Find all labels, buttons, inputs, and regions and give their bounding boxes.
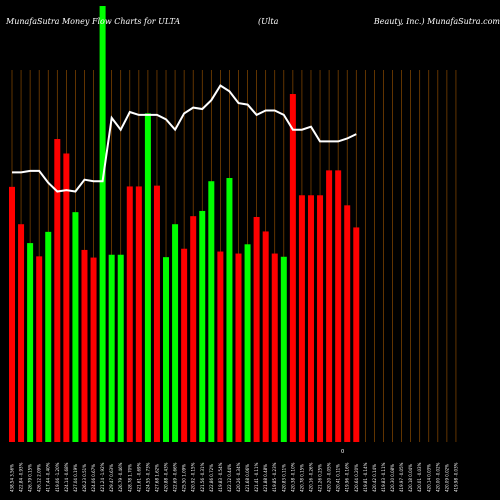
x-tick-label: 420.09 0.02% [444,464,449,492]
bar [27,243,34,442]
bar [72,212,79,442]
x-tick-label: 419.06 -1.20% [55,462,60,492]
x-tick-label: 421.26 0.25% [318,464,323,492]
bar [36,256,43,442]
bar [226,178,233,443]
bar [181,248,188,442]
x-tick-label: 429.47 0.63% [109,464,114,492]
bar [135,186,142,442]
bar [335,170,342,442]
bar [326,170,333,442]
bar [208,181,215,442]
bar [317,195,324,442]
x-tick-label: 421.56 -0.31% [200,462,205,492]
bar [90,257,97,442]
bar [217,251,224,442]
x-tick-label: 420.26 -0.34% [236,462,241,492]
bar [199,210,206,442]
x-tick-label: 421.61 -0.69% [136,462,141,492]
x-tick-label: 425.50 1.09% [182,464,187,492]
x-tick-label: 422.84 -0.93% [19,462,24,492]
bar [235,253,242,442]
bar [153,185,160,442]
x-tick-label: 419.83 -0.54% [218,462,223,492]
x-tick-label: 427.68 1.62% [154,464,159,492]
bar [18,224,25,442]
x-tick-label: 426.79 0.15% [28,464,33,492]
x-tick-label: 419.85 -0.23% [272,462,277,492]
bar [353,227,360,442]
bar [81,249,88,442]
x-tick-label: 420.00 -0.02% [435,462,440,492]
x-tick-label: 424.55 -0.73% [145,462,150,492]
x-tick-label: 419.96 -0.16% [345,462,350,492]
x-tick-label: 422.86 0.72% [209,464,214,492]
x-tick-label: 424.14 -0.68% [64,462,69,492]
x-tick-label: 419.83 -0.11% [381,462,386,492]
bar-series [9,6,360,443]
x-tick-label: 420.18 0.04% [408,464,413,492]
x-tick-label: 420.20 -0.05% [327,462,332,492]
x-tick-label: 420.64 0.20% [354,464,359,492]
x-tick-label: 428.78 1.70% [127,464,132,492]
x-tick-label: 421.68 0.06% [245,464,250,492]
bar [190,216,197,442]
x-tick-label: 420.41 0.11% [336,464,341,492]
x-tick-labels: 438.54 3.56% 422.84 -0.93% 426.79 0.15% 426… [10,462,459,492]
title-right: Beauty, Inc.) MunafaSutra.com [373,17,500,26]
bar [45,231,52,442]
x-tick-label: 420.42 0.14% [372,464,377,492]
x-tick-label: 424.06 0.67% [91,464,96,492]
x-tick-label: 422.12 0.44% [227,464,232,492]
bar [253,216,260,442]
x-tick-label: 420.16 -0.26% [308,462,313,492]
x-tick-label: 420.78 0.15% [299,464,304,492]
bar [126,186,133,442]
x-tick-label: 426.79 -0.46% [118,462,123,492]
x-tick-label: 420.88 -0.43% [164,462,169,492]
bar [163,257,170,442]
x-tick-label: 419.97 -0.05% [399,462,404,492]
mid-label: 0 [341,449,344,455]
x-tick-label: 420.83 0.11% [281,464,286,492]
x-tick-label: 417.44 -0.40% [46,462,51,492]
bar [307,195,314,442]
x-tick-label: 426.12 2.09% [37,464,42,492]
x-tick-label: 420.14 0.03% [426,464,431,492]
bar [172,224,179,442]
money-flow-line [12,84,357,193]
x-tick-label: 420.38 -0.10% [290,462,295,492]
x-tick-label: 438.54 3.56% [10,464,15,492]
x-tick-label: 422.69 -0.66% [173,462,178,492]
bar [289,94,296,442]
x-tick-label: 420.30 0.08% [390,464,395,492]
bar [280,256,287,442]
title-mid: (Ulta [258,17,279,26]
bar [9,186,15,442]
x-tick-label: 420.92 -0.15% [191,462,196,492]
bar [99,6,106,442]
bar [344,205,351,442]
bar [54,139,61,442]
x-tick-label: 419.98 -0.03% [453,462,458,492]
x-tick-label: 421.88 0.48% [263,464,268,492]
x-tick-label: 421.24 -1.92% [100,462,105,492]
bar [271,253,278,442]
x-tick-label: 427.04 0.19% [73,464,78,492]
x-tick-label: 421.41 -0.11% [254,462,259,492]
bar [144,113,151,442]
x-tick-label: 419.81 -0.14% [363,462,368,492]
title-left: MunafaSutra Money Flow Charts for ULTA [5,17,180,26]
bar [63,153,70,442]
bar [244,244,251,442]
x-tick-label: 420.01 -0.03% [417,462,422,492]
bar [262,231,269,442]
bar [298,195,305,442]
x-tick-label: 426.23 0.51% [82,464,87,492]
bar [108,254,115,442]
bar [117,254,124,442]
